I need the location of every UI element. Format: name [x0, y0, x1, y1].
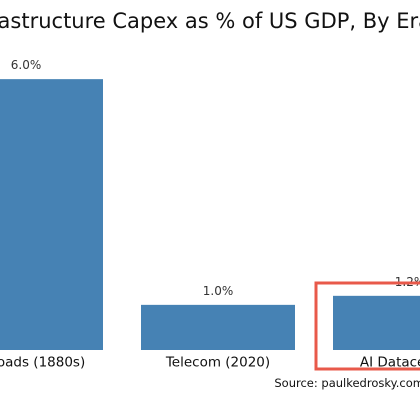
category-label: Railroads (1880s)	[0, 355, 85, 371]
bars-layer	[0, 79, 420, 351]
source-credit: Source: paulkedrosky.com	[274, 376, 420, 390]
value-labels-layer: 6.0%1.0%1.2%	[11, 58, 420, 298]
value-label: 1.0%	[203, 284, 234, 298]
highlight-box	[314, 281, 420, 371]
bar-telecom-2020	[141, 304, 295, 350]
bar-ai-datacenters	[333, 295, 420, 350]
bar-railroads-1880s	[0, 79, 103, 351]
value-label: 6.0%	[11, 58, 42, 72]
category-label: Telecom (2020)	[165, 355, 270, 371]
chart-title: Infrastructure Capex as % of US GDP, By …	[0, 9, 420, 33]
category-label: AI Datacenters	[360, 355, 420, 371]
category-labels-layer: Railroads (1880s) Telecom (2020) AI Datace…	[0, 281, 420, 371]
